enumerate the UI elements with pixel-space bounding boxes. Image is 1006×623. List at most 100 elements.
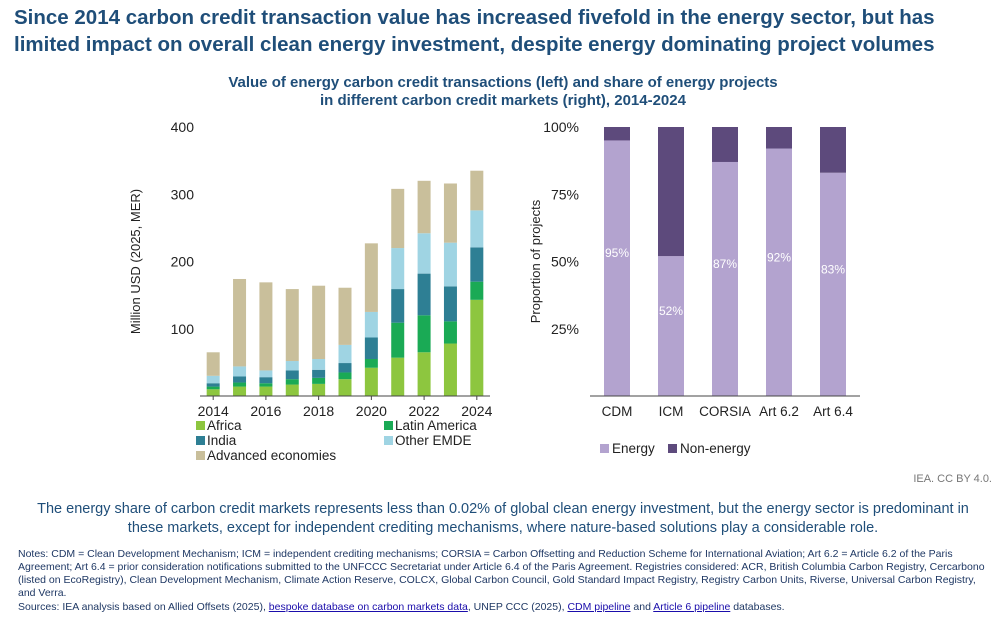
bar-india-2020 — [364, 337, 378, 360]
bar-latin-america-2018 — [312, 377, 326, 384]
bar-africa-2018 — [312, 383, 326, 396]
bar-advanced-economies-2016 — [259, 282, 273, 371]
link-article6-pipeline[interactable]: Article 6 pipeline — [653, 601, 731, 613]
bar-india-2023 — [443, 286, 457, 322]
bar-advanced-economies-2020 — [364, 243, 378, 312]
bar-latin-america-2021 — [391, 322, 405, 358]
legend-label-non-energy: Non-energy — [680, 441, 751, 456]
left-ytick-400: 400 — [171, 119, 195, 135]
bar-india-2018 — [312, 369, 326, 378]
bar-latin-america-2022 — [417, 315, 431, 353]
data-label-art-6-4: 83% — [821, 262, 845, 276]
bar-india-2016 — [259, 377, 273, 384]
bar-africa-2019 — [338, 379, 352, 396]
legend-label-energy: Energy — [612, 441, 655, 456]
subtitle-line-2: in different carbon credit markets (righ… — [320, 92, 686, 109]
right-xtick-icm: ICM — [659, 404, 684, 419]
bar-other-emde-2017 — [285, 361, 299, 371]
bar-africa-2015 — [233, 386, 247, 396]
legend-label-africa: Africa — [207, 418, 242, 433]
left-ylabel: Million USD (2025, MER) — [128, 189, 143, 334]
sources-text: Sources: IEA analysis based on Allied Of… — [18, 601, 993, 614]
bar-other-emde-2021 — [391, 248, 405, 290]
bar-latin-america-2023 — [443, 321, 457, 344]
sources-suffix: databases. — [730, 601, 785, 613]
bar-non-energy-corsia — [712, 127, 738, 162]
right-ytick-25: 25% — [551, 321, 579, 337]
bar-non-energy-art-6-2 — [766, 127, 792, 149]
bar-energy-corsia — [712, 161, 738, 396]
link-cdm-pipeline[interactable]: CDM pipeline — [567, 601, 631, 613]
bar-advanced-economies-2024 — [470, 170, 484, 211]
bar-india-2014 — [206, 383, 220, 387]
bar-latin-america-2024 — [470, 281, 484, 300]
left-ytick-200: 200 — [171, 254, 195, 270]
notes-block: Notes: CDM = Clean Development Mechanism… — [18, 548, 993, 614]
bar-africa-2020 — [364, 367, 378, 396]
bar-india-2024 — [470, 247, 484, 282]
bar-latin-america-2017 — [285, 379, 299, 385]
bar-africa-2022 — [417, 352, 431, 396]
bar-other-emde-2023 — [443, 242, 457, 287]
headline: Since 2014 carbon credit transaction val… — [14, 6, 935, 56]
left-xtick-2022: 2022 — [409, 403, 440, 419]
bar-energy-art-6-2 — [766, 148, 792, 396]
bar-advanced-economies-2022 — [417, 180, 431, 234]
left-ytick-100: 100 — [171, 321, 195, 337]
bar-advanced-economies-2015 — [233, 278, 247, 367]
bar-africa-2017 — [285, 384, 299, 396]
legend-swatch-africa — [196, 421, 205, 430]
data-label-art-6-2: 92% — [767, 250, 791, 264]
bar-latin-america-2015 — [233, 382, 247, 387]
chart-subtitle: Value of energy carbon credit transactio… — [0, 74, 1006, 110]
bar-other-emde-2018 — [312, 359, 326, 370]
left-xtick-2024: 2024 — [461, 403, 492, 419]
bar-advanced-economies-2023 — [443, 183, 457, 243]
right-ytick-50: 50% — [551, 254, 579, 270]
legend-label-latin-america: Latin America — [395, 418, 477, 433]
bar-energy-art-6-4 — [820, 172, 846, 396]
bar-energy-cdm — [604, 140, 630, 396]
left-xtick-2016: 2016 — [250, 403, 281, 419]
bar-advanced-economies-2014 — [206, 352, 220, 376]
bar-other-emde-2022 — [417, 233, 431, 274]
legend-swatch-india — [196, 436, 205, 445]
data-label-corsia: 87% — [713, 257, 737, 271]
right-xtick-art-6-2: Art 6.2 — [759, 404, 799, 419]
bar-india-2019 — [338, 363, 352, 373]
legend-swatch-advanced-economies — [196, 451, 205, 460]
bar-other-emde-2024 — [470, 210, 484, 248]
legend-swatch-energy — [600, 444, 609, 453]
right-ytick-100: 100% — [543, 119, 579, 135]
bar-africa-2014 — [206, 389, 220, 396]
caption: The energy share of carbon credit market… — [37, 501, 969, 536]
bar-advanced-economies-2018 — [312, 285, 326, 360]
charts-canvas: 100 200 300 400 Million USD (2025, MER) 2014 2… — [128, 119, 860, 463]
credit-label: IEA. CC BY 4.0. — [913, 473, 992, 485]
bar-other-emde-2019 — [338, 344, 352, 364]
left-chart: 100 200 300 400 Million USD (2025, MER) 2014 2… — [128, 119, 493, 463]
bar-non-energy-art-6-4 — [820, 127, 846, 173]
right-xtick-art-6-4: Art 6.4 — [813, 404, 853, 419]
bar-advanced-economies-2019 — [338, 287, 352, 345]
bar-africa-2023 — [443, 343, 457, 396]
bar-africa-2021 — [391, 357, 405, 396]
legend-label-advanced-economies: Advanced economies — [207, 448, 336, 463]
bar-latin-america-2019 — [338, 372, 352, 380]
bar-latin-america-2020 — [364, 359, 378, 368]
bar-advanced-economies-2021 — [391, 188, 405, 249]
legend-label-india: India — [207, 433, 237, 448]
bar-latin-america-2014 — [206, 386, 220, 390]
bar-latin-america-2016 — [259, 383, 273, 387]
legend-label-other-emde: Other EMDE — [395, 433, 472, 448]
data-label-icm: 52% — [659, 304, 683, 318]
right-xtick-corsia: CORSIA — [699, 404, 751, 419]
legend-swatch-latin-america — [384, 421, 393, 430]
bar-other-emde-2015 — [233, 366, 247, 377]
bar-non-energy-icm — [658, 127, 684, 257]
data-label-cdm: 95% — [605, 246, 629, 260]
sources-prefix: Sources: IEA analysis based on Allied Of… — [18, 601, 269, 613]
bar-energy-icm — [658, 256, 684, 396]
bar-other-emde-2014 — [206, 375, 220, 384]
link-bespoke-database[interactable]: bespoke database on carbon markets data — [268, 601, 468, 613]
